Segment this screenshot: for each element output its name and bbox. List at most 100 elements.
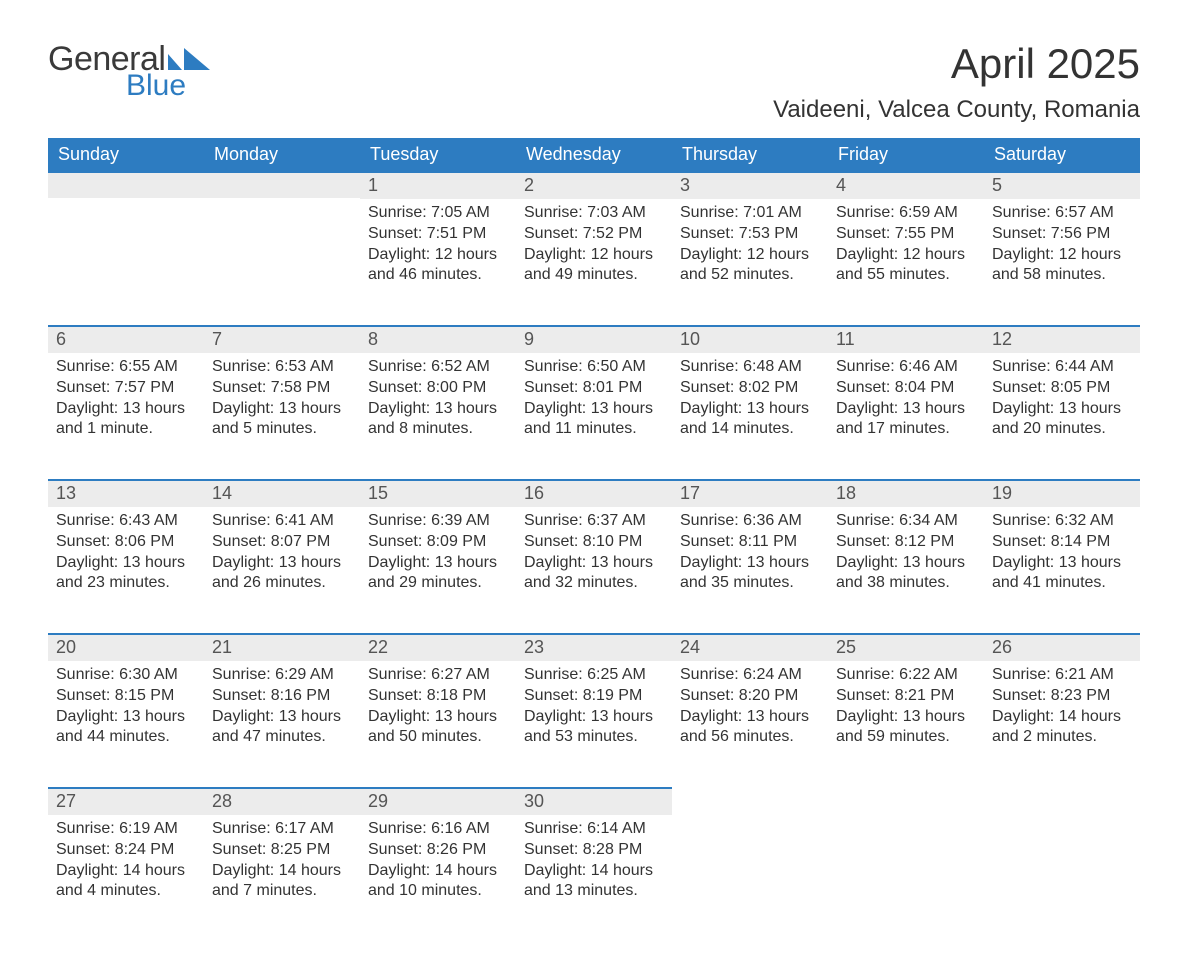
- day-cell-bar: 4: [828, 171, 984, 199]
- week-spacer: [48, 759, 1140, 787]
- day-cell-body: Sunrise: 6:29 AMSunset: 8:16 PMDaylight:…: [204, 661, 360, 759]
- daylight-line1: Daylight: 12 hours: [836, 245, 976, 266]
- week-body-row: Sunrise: 6:55 AMSunset: 7:57 PMDaylight:…: [48, 353, 1140, 451]
- daylight-line2: and 20 minutes.: [992, 419, 1132, 440]
- daylight-line2: and 23 minutes.: [56, 573, 196, 594]
- day-number: 12: [984, 325, 1140, 353]
- day-body: Sunrise: 6:30 AMSunset: 8:15 PMDaylight:…: [48, 661, 204, 759]
- day-cell-body: Sunrise: 6:48 AMSunset: 8:02 PMDaylight:…: [672, 353, 828, 451]
- sunrise-line: Sunrise: 6:53 AM: [212, 357, 352, 378]
- daylight-line2: and 13 minutes.: [524, 881, 664, 902]
- calendar-table: Sunday Monday Tuesday Wednesday Thursday…: [48, 138, 1140, 913]
- day-cell-body: [672, 815, 828, 913]
- day-cell-bar: 18: [828, 479, 984, 507]
- daylight-line1: Daylight: 13 hours: [56, 707, 196, 728]
- day-cell-body: Sunrise: 6:55 AMSunset: 7:57 PMDaylight:…: [48, 353, 204, 451]
- day-body: Sunrise: 6:55 AMSunset: 7:57 PMDaylight:…: [48, 353, 204, 451]
- daylight-line1: Daylight: 13 hours: [212, 707, 352, 728]
- header: General Blue April 2025 Vaideeni, Valcea…: [48, 40, 1140, 124]
- sunset-line: Sunset: 8:25 PM: [212, 840, 352, 861]
- daylight-line2: and 50 minutes.: [368, 727, 508, 748]
- day-number: 10: [672, 325, 828, 353]
- sunset-line: Sunset: 8:15 PM: [56, 686, 196, 707]
- day-cell-bar: 11: [828, 325, 984, 353]
- day-body: Sunrise: 7:05 AMSunset: 7:51 PMDaylight:…: [360, 199, 516, 297]
- daylight-line1: Daylight: 12 hours: [368, 245, 508, 266]
- day-cell-body: Sunrise: 6:27 AMSunset: 8:18 PMDaylight:…: [360, 661, 516, 759]
- day-body: Sunrise: 6:32 AMSunset: 8:14 PMDaylight:…: [984, 507, 1140, 605]
- daylight-line2: and 17 minutes.: [836, 419, 976, 440]
- sunrise-line: Sunrise: 6:17 AM: [212, 819, 352, 840]
- day-number: 30: [516, 787, 672, 815]
- daylight-line1: Daylight: 12 hours: [992, 245, 1132, 266]
- day-cell-bar: [828, 787, 984, 815]
- daylight-line2: and 32 minutes.: [524, 573, 664, 594]
- day-number: 25: [828, 633, 984, 661]
- day-cell-bar: 9: [516, 325, 672, 353]
- day-number: 22: [360, 633, 516, 661]
- week-body-row: Sunrise: 7:05 AMSunset: 7:51 PMDaylight:…: [48, 199, 1140, 297]
- sunrise-line: Sunrise: 6:43 AM: [56, 511, 196, 532]
- sunrise-line: Sunrise: 6:34 AM: [836, 511, 976, 532]
- day-cell-bar: 24: [672, 633, 828, 661]
- daylight-line1: Daylight: 13 hours: [680, 553, 820, 574]
- day-cell-bar: 22: [360, 633, 516, 661]
- daylight-line2: and 53 minutes.: [524, 727, 664, 748]
- sunrise-line: Sunrise: 6:36 AM: [680, 511, 820, 532]
- sunrise-line: Sunrise: 6:25 AM: [524, 665, 664, 686]
- sunrise-line: Sunrise: 6:46 AM: [836, 357, 976, 378]
- day-cell-bar: [48, 171, 204, 199]
- daylight-line1: Daylight: 13 hours: [56, 553, 196, 574]
- day-cell-bar: [984, 787, 1140, 815]
- daylight-line2: and 47 minutes.: [212, 727, 352, 748]
- daylight-line2: and 52 minutes.: [680, 265, 820, 286]
- sunrise-line: Sunrise: 6:22 AM: [836, 665, 976, 686]
- sunrise-line: Sunrise: 6:21 AM: [992, 665, 1132, 686]
- daylight-line2: and 10 minutes.: [368, 881, 508, 902]
- daylight-line2: and 49 minutes.: [524, 265, 664, 286]
- sunrise-line: Sunrise: 6:29 AM: [212, 665, 352, 686]
- sunrise-line: Sunrise: 6:14 AM: [524, 819, 664, 840]
- day-body: Sunrise: 6:37 AMSunset: 8:10 PMDaylight:…: [516, 507, 672, 605]
- day-body: Sunrise: 6:17 AMSunset: 8:25 PMDaylight:…: [204, 815, 360, 913]
- day-cell-bar: 16: [516, 479, 672, 507]
- sunrise-line: Sunrise: 7:03 AM: [524, 203, 664, 224]
- daylight-line2: and 1 minute.: [56, 419, 196, 440]
- daylight-line1: Daylight: 13 hours: [836, 399, 976, 420]
- sunrise-line: Sunrise: 6:32 AM: [992, 511, 1132, 532]
- sunset-line: Sunset: 8:07 PM: [212, 532, 352, 553]
- col-saturday: Saturday: [984, 138, 1140, 171]
- sunset-line: Sunset: 7:53 PM: [680, 224, 820, 245]
- daylight-line1: Daylight: 13 hours: [368, 399, 508, 420]
- day-cell-bar: 20: [48, 633, 204, 661]
- day-number: 19: [984, 479, 1140, 507]
- sunset-line: Sunset: 8:20 PM: [680, 686, 820, 707]
- sunset-line: Sunset: 8:05 PM: [992, 378, 1132, 399]
- day-body: Sunrise: 6:53 AMSunset: 7:58 PMDaylight:…: [204, 353, 360, 451]
- sunset-line: Sunset: 8:09 PM: [368, 532, 508, 553]
- day-number: 17: [672, 479, 828, 507]
- day-cell-body: Sunrise: 6:34 AMSunset: 8:12 PMDaylight:…: [828, 507, 984, 605]
- sunrise-line: Sunrise: 6:50 AM: [524, 357, 664, 378]
- week-daynum-row: 12345: [48, 171, 1140, 199]
- day-cell-body: Sunrise: 6:14 AMSunset: 8:28 PMDaylight:…: [516, 815, 672, 913]
- sunrise-line: Sunrise: 6:16 AM: [368, 819, 508, 840]
- week-spacer: [48, 451, 1140, 479]
- day-body: Sunrise: 7:03 AMSunset: 7:52 PMDaylight:…: [516, 199, 672, 297]
- day-body: Sunrise: 6:25 AMSunset: 8:19 PMDaylight:…: [516, 661, 672, 759]
- sunset-line: Sunset: 8:14 PM: [992, 532, 1132, 553]
- sunset-line: Sunset: 8:21 PM: [836, 686, 976, 707]
- daylight-line1: Daylight: 13 hours: [368, 553, 508, 574]
- daylight-line2: and 29 minutes.: [368, 573, 508, 594]
- daylight-line2: and 5 minutes.: [212, 419, 352, 440]
- sunrise-line: Sunrise: 6:44 AM: [992, 357, 1132, 378]
- day-cell-body: Sunrise: 6:36 AMSunset: 8:11 PMDaylight:…: [672, 507, 828, 605]
- sunset-line: Sunset: 8:23 PM: [992, 686, 1132, 707]
- week-daynum-row: 6789101112: [48, 325, 1140, 353]
- day-number: 6: [48, 325, 204, 353]
- day-number: 21: [204, 633, 360, 661]
- day-body: Sunrise: 6:43 AMSunset: 8:06 PMDaylight:…: [48, 507, 204, 605]
- day-number: 7: [204, 325, 360, 353]
- sunset-line: Sunset: 8:10 PM: [524, 532, 664, 553]
- daylight-line1: Daylight: 14 hours: [212, 861, 352, 882]
